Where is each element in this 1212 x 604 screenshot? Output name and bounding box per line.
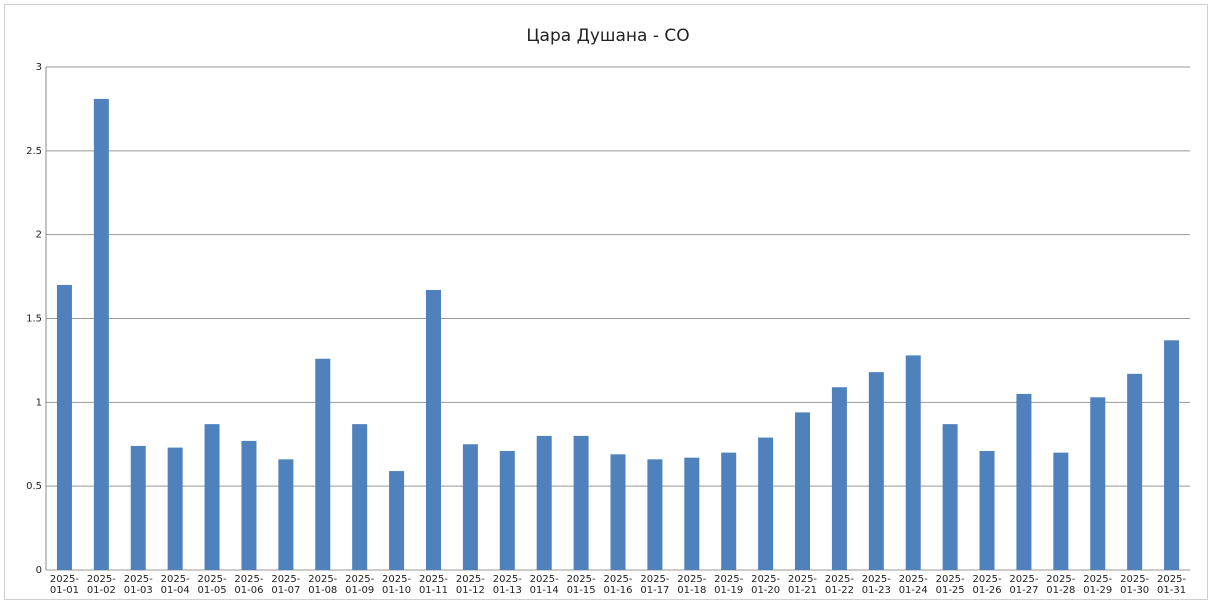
bar — [499, 450, 515, 570]
bar — [758, 437, 774, 570]
x-tick-label: 2025-01-27 — [1009, 574, 1038, 596]
x-tick-label: 2025-01-23 — [862, 574, 891, 596]
x-tick-label: 2025-01-06 — [234, 574, 263, 596]
x-tick-label: 2025-01-25 — [936, 574, 965, 596]
x-tick-label: 2025-01-28 — [1046, 574, 1075, 596]
x-tick-label: 2025-01-14 — [530, 574, 559, 596]
bar — [56, 284, 72, 570]
bar — [905, 355, 921, 570]
bar — [979, 450, 995, 570]
x-tick-label: 2025-01-20 — [751, 574, 780, 596]
bar — [1127, 373, 1143, 570]
x-tick-label: 2025-01-31 — [1157, 574, 1186, 596]
bar — [684, 457, 700, 570]
x-tick-label: 2025-01-10 — [382, 574, 411, 596]
bar — [795, 412, 811, 570]
bar — [868, 372, 884, 570]
x-tick-label: 2025-01-13 — [493, 574, 522, 596]
x-tick-label: 2025-01-30 — [1120, 574, 1149, 596]
x-tick-label: 2025-01-02 — [87, 574, 116, 596]
x-tick-label: 2025-01-03 — [124, 574, 153, 596]
x-tick-label: 2025-01-24 — [899, 574, 928, 596]
bar — [1164, 340, 1180, 570]
x-tick-label: 2025-01-22 — [825, 574, 854, 596]
x-tick-label: 2025-01-18 — [677, 574, 706, 596]
bar — [647, 459, 663, 570]
x-tick-label: 2025-01-26 — [973, 574, 1002, 596]
bar — [536, 435, 552, 570]
x-tick-label: 2025-01-04 — [161, 574, 190, 596]
x-tick-label: 2025-01-21 — [788, 574, 817, 596]
chart-title: Цара Душана - CO — [526, 26, 689, 46]
y-tick-label: 0 — [36, 565, 42, 576]
bar — [204, 424, 220, 570]
bar — [130, 445, 146, 570]
bar — [241, 440, 257, 570]
x-tick-label: 2025-01-07 — [271, 574, 300, 596]
bar — [1053, 452, 1069, 570]
bar — [610, 454, 626, 570]
bar — [278, 459, 294, 570]
x-tick-label: 2025-01-09 — [345, 574, 374, 596]
x-tick-label: 2025-01-11 — [419, 574, 448, 596]
x-tick-label: 2025-01-08 — [308, 574, 337, 596]
bar — [462, 444, 478, 570]
bar — [831, 387, 847, 570]
y-tick-label: 0.5 — [26, 481, 42, 492]
bar — [1016, 393, 1032, 570]
bar — [573, 435, 589, 570]
bar — [942, 424, 958, 570]
bar — [389, 471, 405, 570]
y-tick-label: 2 — [36, 230, 42, 241]
bar — [425, 289, 441, 570]
bar — [167, 447, 183, 570]
bar — [352, 424, 368, 570]
x-tick-label: 2025-01-29 — [1083, 574, 1112, 596]
bar — [1090, 397, 1106, 570]
x-tick-label: 2025-01-15 — [567, 574, 596, 596]
y-tick-label: 3 — [36, 62, 42, 73]
x-tick-label: 2025-01-12 — [456, 574, 485, 596]
bar — [721, 452, 737, 570]
bar — [315, 358, 331, 570]
x-tick-label: 2025-01-01 — [50, 574, 79, 596]
y-tick-label: 1 — [36, 397, 42, 408]
y-tick-label: 1.5 — [26, 314, 42, 325]
x-tick-label: 2025-01-16 — [603, 574, 632, 596]
x-tick-label: 2025-01-19 — [714, 574, 743, 596]
y-tick-label: 2.5 — [26, 146, 42, 157]
x-tick-label: 2025-01-17 — [640, 574, 669, 596]
x-tick-label: 2025-01-05 — [198, 574, 227, 596]
bar — [93, 98, 109, 571]
